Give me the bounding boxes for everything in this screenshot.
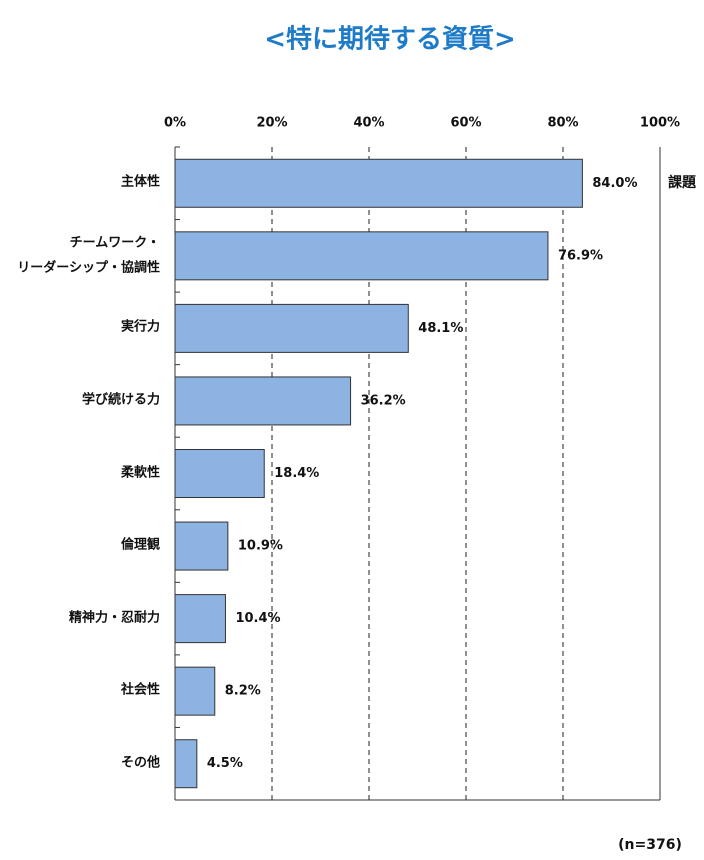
y-tick-label: 学び続ける力 [81,392,160,408]
y-tick-label: 社会性 [120,682,160,698]
value-label: 8.2% [225,684,261,699]
value-label: 10.9% [238,539,283,554]
y-tick-label: その他 [120,755,160,771]
side-text: 課題 [668,174,697,191]
bar [174,376,352,426]
value-label: 48.1% [418,321,463,336]
note: (n=376) [618,837,682,853]
x-tick-label: 60% [450,116,481,131]
bar [174,739,198,789]
y-tick-label: 実行力 [120,320,160,336]
y-tick-label: チームワーク・ リーダーシップ・協調性 [17,235,160,275]
y-tick-label: 精神力・忍耐力 [68,610,160,626]
value-label: 18.4% [274,466,319,481]
x-tick-label: 80% [547,116,578,131]
bar [174,521,229,571]
bar [174,666,216,716]
value-label: 4.5% [207,756,243,771]
chart-title: <特に期待する資質> [264,24,516,55]
bar [174,158,583,208]
y-tick-label: 主体性 [120,174,160,190]
value-label: 84.0% [592,176,637,191]
y-tick-label: 倫理観 [120,537,160,553]
bar [174,594,226,644]
y-tick-label: 柔軟性 [120,465,160,481]
x-tick-label: 40% [353,116,384,131]
value-label: 10.4% [235,611,280,626]
x-tick-label: 100% [640,116,680,131]
x-tick-label: 0% [164,116,186,131]
value-label: 76.9% [558,248,603,263]
bar [174,303,409,353]
bar [174,449,265,498]
bar [174,231,549,281]
x-tick-label: 20% [256,116,287,131]
value-label: 36.2% [361,393,406,408]
